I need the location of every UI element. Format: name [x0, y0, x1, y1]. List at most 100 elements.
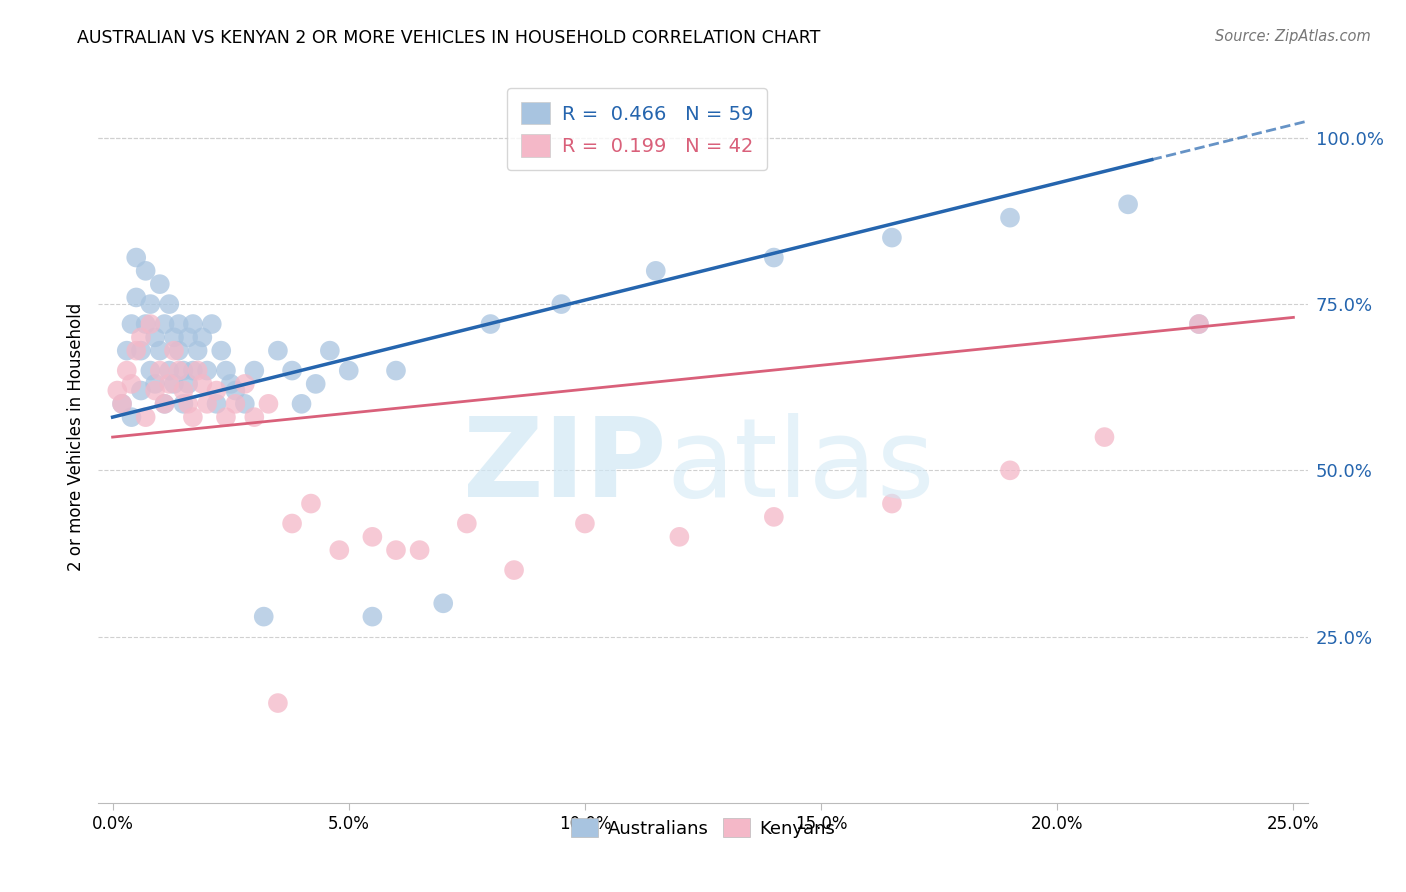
Point	[998, 463, 1021, 477]
Point	[129, 330, 152, 344]
Point	[233, 397, 256, 411]
Point	[574, 516, 596, 531]
Point	[209, 343, 232, 358]
Point	[125, 290, 148, 304]
Point	[215, 410, 238, 425]
Point	[177, 330, 200, 344]
Point	[503, 563, 526, 577]
Point	[215, 363, 238, 377]
Point	[224, 384, 246, 398]
Point	[163, 343, 186, 358]
Point	[105, 384, 128, 398]
Point	[191, 330, 214, 344]
Point	[290, 397, 312, 411]
Point	[201, 317, 224, 331]
Point	[1188, 317, 1211, 331]
Point	[187, 343, 209, 358]
Point	[121, 317, 143, 331]
Legend: Australians, Kenyans: Australians, Kenyans	[564, 811, 842, 845]
Point	[1094, 430, 1116, 444]
Point	[267, 696, 290, 710]
Point	[115, 363, 138, 377]
Point	[157, 363, 180, 377]
Text: atlas: atlas	[666, 413, 935, 520]
Point	[281, 363, 304, 377]
Point	[129, 343, 152, 358]
Point	[143, 384, 166, 398]
Point	[149, 343, 172, 358]
Point	[305, 376, 328, 391]
Point	[385, 543, 408, 558]
Point	[195, 363, 218, 377]
Point	[181, 363, 204, 377]
Point	[205, 384, 228, 398]
Point	[149, 363, 172, 377]
Point	[408, 543, 430, 558]
Point	[111, 397, 134, 411]
Point	[177, 397, 200, 411]
Point	[157, 297, 180, 311]
Point	[139, 317, 162, 331]
Point	[167, 363, 190, 377]
Text: AUSTRALIAN VS KENYAN 2 OR MORE VEHICLES IN HOUSEHOLD CORRELATION CHART: AUSTRALIAN VS KENYAN 2 OR MORE VEHICLES …	[77, 29, 821, 46]
Point	[267, 343, 290, 358]
Point	[143, 376, 166, 391]
Point	[479, 317, 502, 331]
Point	[115, 343, 138, 358]
Point	[181, 410, 204, 425]
Point	[163, 376, 186, 391]
Point	[224, 397, 246, 411]
Point	[191, 376, 214, 391]
Point	[644, 264, 666, 278]
Point	[1188, 317, 1211, 331]
Point	[337, 363, 360, 377]
Point	[1116, 197, 1139, 211]
Point	[187, 363, 209, 377]
Point	[135, 264, 157, 278]
Point	[243, 410, 266, 425]
Point	[111, 397, 134, 411]
Point	[125, 251, 148, 265]
Point	[243, 363, 266, 377]
Point	[550, 297, 572, 311]
Point	[361, 609, 384, 624]
Point	[121, 410, 143, 425]
Point	[172, 363, 194, 377]
Point	[153, 397, 176, 411]
Point	[125, 343, 148, 358]
Point	[195, 397, 218, 411]
Point	[163, 330, 186, 344]
Point	[998, 211, 1021, 225]
Point	[299, 497, 322, 511]
Text: Source: ZipAtlas.com: Source: ZipAtlas.com	[1215, 29, 1371, 44]
Point	[361, 530, 384, 544]
Point	[205, 397, 228, 411]
Point	[121, 376, 143, 391]
Point	[385, 363, 408, 377]
Point	[880, 497, 903, 511]
Point	[149, 277, 172, 292]
Point	[135, 317, 157, 331]
Point	[153, 397, 176, 411]
Point	[167, 317, 190, 331]
Point	[181, 317, 204, 331]
Point	[172, 384, 194, 398]
Point	[129, 384, 152, 398]
Point	[135, 410, 157, 425]
Point	[880, 230, 903, 244]
Point	[153, 317, 176, 331]
Point	[139, 297, 162, 311]
Point	[432, 596, 454, 610]
Point	[762, 251, 785, 265]
Point	[233, 376, 256, 391]
Point	[257, 397, 280, 411]
Text: ZIP: ZIP	[464, 413, 666, 520]
Point	[143, 330, 166, 344]
Y-axis label: 2 or more Vehicles in Household: 2 or more Vehicles in Household	[67, 303, 86, 571]
Point	[157, 376, 180, 391]
Point	[167, 343, 190, 358]
Point	[668, 530, 690, 544]
Point	[319, 343, 342, 358]
Point	[456, 516, 478, 531]
Point	[139, 363, 162, 377]
